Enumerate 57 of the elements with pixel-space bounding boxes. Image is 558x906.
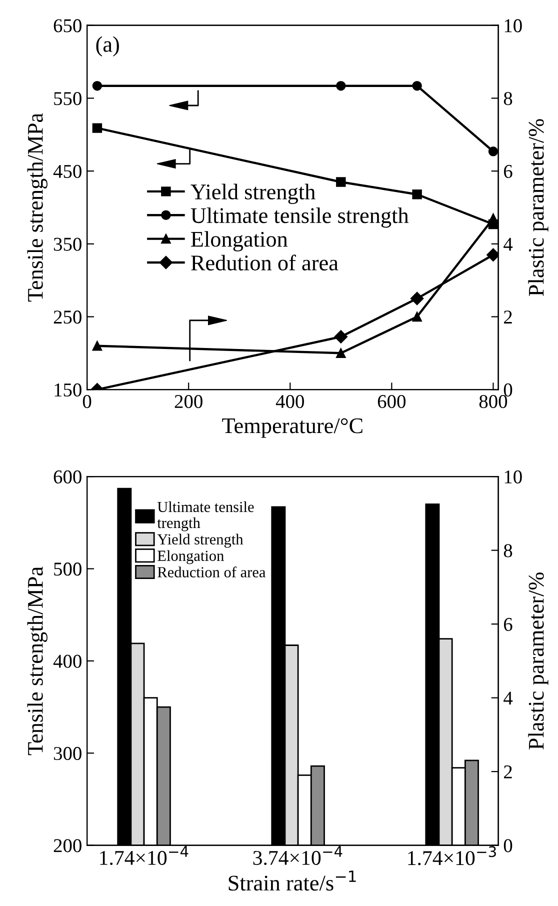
y-axis-title: Tensile strength/MPa (27, 113, 48, 302)
y2-tick-label: 6 (504, 618, 512, 631)
point (334, 330, 348, 344)
y-tick-label: 400 (53, 654, 82, 668)
legend-label: Reduction of area (158, 566, 266, 578)
y2-tick-label: 2 (504, 765, 512, 778)
y2-tick-label: 2 (504, 310, 512, 324)
x-tick-label: 3.74×10$^{−4}$ (253, 846, 342, 866)
point (92, 80, 102, 91)
y-tick-label: 250 (54, 310, 82, 324)
x-tick-label: 0 (82, 395, 92, 408)
x-tick-label: 600 (378, 395, 406, 408)
point (410, 292, 424, 306)
y-tick-label: 450 (53, 164, 82, 178)
y2-axis-title: Plastic parameter/% (528, 572, 548, 750)
y-axis-title: Tensile strength/MPa (27, 566, 48, 756)
point (488, 146, 498, 156)
y-tick-label: 550 (54, 92, 82, 106)
y-tick-label: 650 (54, 19, 82, 32)
x-axis-title: Strain rate/s$^{−1}$ (228, 870, 356, 891)
y-tick-label: 500 (54, 562, 82, 576)
y-tick-label: 150 (54, 383, 82, 397)
point (92, 123, 102, 133)
y2-tick-label: 4 (504, 238, 513, 251)
y2-tick-label: 8 (504, 544, 512, 558)
point (336, 348, 346, 358)
y-tick-label: 350 (54, 238, 82, 251)
y2-tick-label: 10 (504, 19, 522, 32)
legend-label: Yield strength (190, 184, 316, 204)
y2-tick-label: 0 (504, 383, 512, 397)
x-tick-label: 1.74×10$^{−3}$ (408, 846, 496, 866)
point (336, 80, 346, 91)
x-axis-title: Temperature/°C (222, 418, 362, 438)
point (336, 177, 346, 187)
x-tick-label: 1.74×10$^{−4}$ (100, 846, 188, 866)
y-tick-label: 600 (54, 470, 82, 484)
legend-label: Ultimate tensile strength (190, 207, 409, 228)
y2-tick-label: 10 (504, 470, 522, 484)
y2-tick-label: 4 (504, 692, 513, 705)
point (412, 80, 422, 91)
y-tick-label: 300 (54, 746, 82, 760)
legend-label: Elongation (191, 231, 288, 252)
legend-label: Elongation (158, 550, 224, 564)
point (92, 341, 102, 351)
x-tick-label: 400 (276, 395, 304, 408)
y2-tick-label: 6 (504, 164, 512, 178)
point (412, 312, 422, 322)
point (486, 248, 498, 262)
legend-label: Ultimate tensile trength (157, 501, 254, 532)
annotation: (a) (96, 36, 119, 56)
y2-axis-title: Plastic parameter/% (528, 119, 548, 296)
legend-label: Redution of area (191, 254, 338, 270)
x-tick-label: 200 (174, 395, 202, 408)
x-tick-label: 800 (479, 395, 508, 408)
y2-tick-label: 8 (504, 92, 512, 106)
point (412, 190, 422, 200)
legend-label: Yield strength (157, 534, 244, 548)
